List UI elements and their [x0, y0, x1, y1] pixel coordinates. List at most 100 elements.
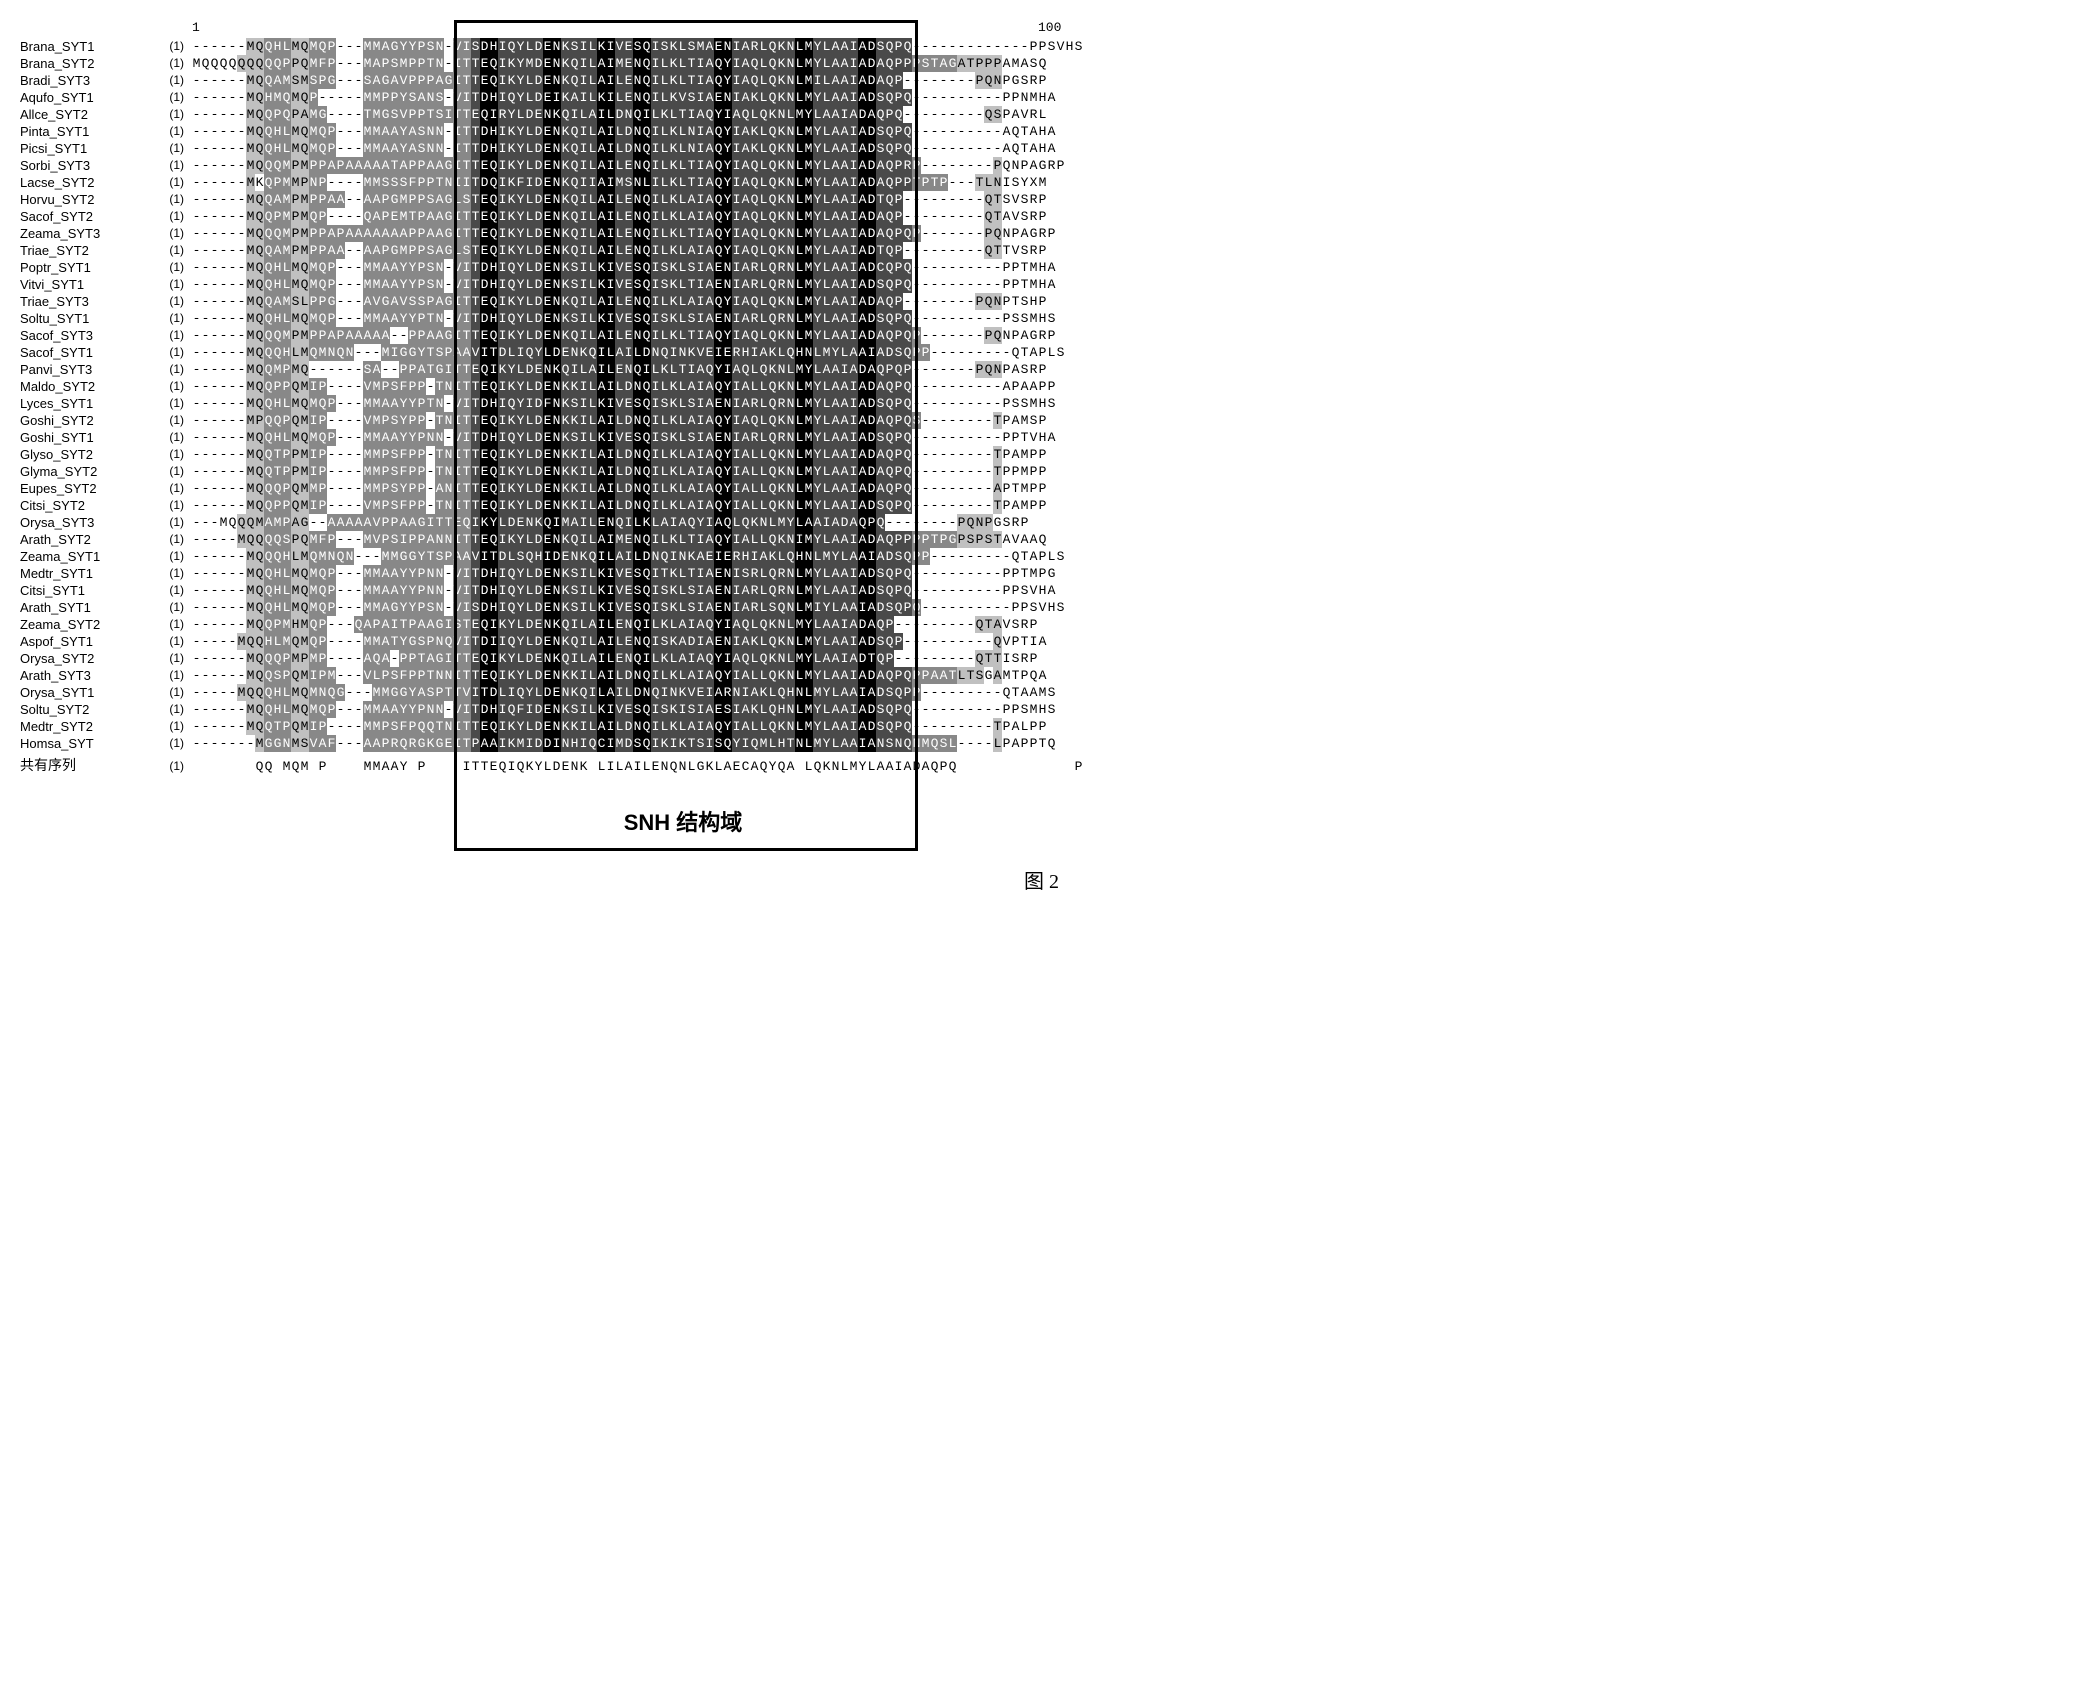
sequence-name: Arath_SYT2	[20, 531, 144, 548]
sequence-position: (1)	[144, 72, 192, 89]
sequence-residues: ------MQQPMPMQP----QAPEMTPAAGITTEQIKYLDE…	[192, 208, 1047, 225]
sequence-name: Citsi_SYT2	[20, 497, 144, 514]
sequence-residues: ------MQQAMPMPPAA--AAPGMPPSAGLSTEQIKYLDE…	[192, 191, 1047, 208]
sequence-name: Homsa_SYT	[20, 735, 144, 752]
sequence-residues: -----MQQQHLMQMNQG---MMGGYASPTTVITDLIQYLD…	[192, 684, 1056, 701]
sequence-residues: ------MQQTPPMIP----MMPSFPP-TNITTEQIKYLDE…	[192, 463, 1047, 480]
sequence-position: (1)	[144, 293, 192, 310]
sequence-residues: ------MQQPMHMQP---QAPAITPAAGISTEQIKYLDEN…	[192, 616, 1038, 633]
sequence-position: (1)	[144, 735, 192, 752]
sequence-row: Lyces_SYT1(1)------MQQHLMQMQP---MMAAYYPT…	[20, 395, 1083, 412]
sequence-row: Eupes_SYT2(1)------MQQQPQMMP----MMPSYPP-…	[20, 480, 1083, 497]
sequence-residues: ------MQQHLMQMQP---MMAAYYPSN-VITDHIQYLDE…	[192, 276, 1056, 293]
consensus-label: 共有序列	[20, 758, 144, 775]
sequence-name: Soltu_SYT2	[20, 701, 144, 718]
sequence-residues: ------MQQAMPMPPAA--AAPGMPPSAGLSTEQIKYLDE…	[192, 242, 1047, 259]
sequence-residues: ------MQQTPPMIP----MMPSFPP-TNITTEQIKYLDE…	[192, 446, 1047, 463]
sequence-position: (1)	[144, 429, 192, 446]
sequence-position: (1)	[144, 616, 192, 633]
sequence-residues: ------MQQHLMQMQP---MMAAYYPNN-VITDHIQYLDE…	[192, 582, 1056, 599]
sequence-position: (1)	[144, 650, 192, 667]
sequence-position: (1)	[144, 242, 192, 259]
sequence-name: Medtr_SYT2	[20, 718, 144, 735]
sequence-residues: ------MQQPPQMIP----VMPSFPP-TNITTEQIKYLDE…	[192, 378, 1056, 395]
sequence-name: Brana_SYT2	[20, 55, 144, 72]
sequence-name: Sorbi_SYT3	[20, 157, 144, 174]
sequence-row: Orysa_SYT3(1)---MQQQMAMPAG--AAAAAVPPAAGI…	[20, 514, 1083, 531]
sequence-position: (1)	[144, 344, 192, 361]
sequence-name: Orysa_SYT3	[20, 514, 144, 531]
sequence-residues: ------MQQPPQMIP----VMPSFPP-TNITTEQIKYLDE…	[192, 497, 1047, 514]
sequence-row: Brana_SYT2(1)MQQQQQQQQQPPQMFP---MAPSMPPT…	[20, 55, 1083, 72]
sequence-residues: ------MQQQPMPMP----AQA-PPTAGITTEQIKYLDEN…	[192, 650, 1038, 667]
sequence-residues: ------MQQHLMQMQP---MMAAYYPTN-VITDHIQYLDE…	[192, 310, 1056, 327]
sequence-name: Arath_SYT3	[20, 667, 144, 684]
sequence-residues: -----MQQHLMQMQP----MMATYGSPNQVITDIIQYLDE…	[192, 633, 1047, 650]
sequence-name: Sacof_SYT3	[20, 327, 144, 344]
sequence-row: Vitvi_SYT1(1)------MQQHLMQMQP---MMAAYYPS…	[20, 276, 1083, 293]
sequence-row: Citsi_SYT1(1)------MQQHLMQMQP---MMAAYYPN…	[20, 582, 1083, 599]
sequence-position: (1)	[144, 89, 192, 106]
sequence-row: Zeama_SYT2(1)------MQQPMHMQP---QAPAITPAA…	[20, 616, 1083, 633]
sequence-row: Sacof_SYT2(1)------MQQPMPMQP----QAPEMTPA…	[20, 208, 1083, 225]
sequence-position: (1)	[144, 378, 192, 395]
sequence-residues: ------MQQHLMQMQP---MMAAYASNN-ITTDHIKYLDE…	[192, 123, 1056, 140]
sequence-position: (1)	[144, 497, 192, 514]
sequence-position: (1)	[144, 718, 192, 735]
snh-domain-label: SNH 结构域	[454, 805, 912, 837]
sequence-residues: ------MQQQHLMQMNQN---MMGGYTSPAAVITDLSQHI…	[192, 548, 1065, 565]
sequence-row: Medtr_SYT1(1)------MQQHLMQMQP---MMAAYYPN…	[20, 565, 1083, 582]
sequence-name: Goshi_SYT2	[20, 412, 144, 429]
sequence-row: Triae_SYT3(1)------MQQAMSLPPG---AVGAVSSP…	[20, 293, 1083, 310]
sequence-position: (1)	[144, 225, 192, 242]
ruler-end: 100	[1038, 20, 1061, 35]
sequence-position: (1)	[144, 123, 192, 140]
sequence-residues: ------MQHMQMQP-----MMPPYSANS-VITDHIQYLDE…	[192, 89, 1056, 106]
sequence-residues: ------MQQTPQMIP----MMPSFPQQTNITTEQIKYLDE…	[192, 718, 1047, 735]
sequence-row: Goshi_SYT1(1)------MQQHLMQMQP---MMAAYYPN…	[20, 429, 1083, 446]
ruler-row: 1 100	[20, 20, 1083, 38]
sequence-name: Lacse_SYT2	[20, 174, 144, 191]
sequence-row: Sacof_SYT3(1)------MQQQMPMPPAPAAAAA--PPA…	[20, 327, 1083, 344]
sequence-residues: ------MQQSPQMIPM---VLPSFPPTNNITTEQIKYLDE…	[192, 667, 1047, 684]
sequence-row: Zeama_SYT1(1)------MQQQHLMQMNQN---MMGGYT…	[20, 548, 1083, 565]
sequence-row: Citsi_SYT2(1)------MQQPPQMIP----VMPSFPP-…	[20, 497, 1083, 514]
sequence-row: Sorbi_SYT3(1)------MQQQMPMPPAPAAAAATAPPA…	[20, 157, 1083, 174]
sequence-position: (1)	[144, 684, 192, 701]
sequence-row: Pinta_SYT1(1)------MQQHLMQMQP---MMAAYASN…	[20, 123, 1083, 140]
sequence-position: (1)	[144, 106, 192, 123]
sequence-name: Citsi_SYT1	[20, 582, 144, 599]
sequence-position: (1)	[144, 140, 192, 157]
sequence-name: Zeama_SYT2	[20, 616, 144, 633]
sequence-residues: ------MQQHLMQMQP---MMAAYASNN-ITTDHIKYLDE…	[192, 140, 1056, 157]
sequence-position: (1)	[144, 259, 192, 276]
sequence-row: Aspof_SYT1(1)-----MQQHLMQMQP----MMATYGSP…	[20, 633, 1083, 650]
sequence-name: Goshi_SYT1	[20, 429, 144, 446]
sequence-residues: ------MQQAMSLPPG---AVGAVSSPAGITTEQIKYLDE…	[192, 293, 1047, 310]
sequence-row: Maldo_SYT2(1)------MQQPPQMIP----VMPSFPP-…	[20, 378, 1083, 395]
sequence-name: Eupes_SYT2	[20, 480, 144, 497]
sequence-row: Arath_SYT1(1)------MQQHLMQMQP---MMAGYYPS…	[20, 599, 1083, 616]
sequence-name: Sacof_SYT1	[20, 344, 144, 361]
consensus-pos: (1)	[144, 758, 192, 775]
sequence-row: Sacof_SYT1(1)------MQQQHLMQMNQN---MIGGYT…	[20, 344, 1083, 361]
alignment-figure: 1 100 Brana_SYT1(1)------MQQHLMQMQP---MM…	[20, 20, 1083, 775]
sequence-residues: ------MQQQMPMPPAPAAAAAAAPPAAGITTEQIKYLDE…	[192, 225, 1056, 242]
sequence-residues: ------MQQMPMQ------SA--PPATGITTEQIKYLDEN…	[192, 361, 1047, 378]
sequence-position: (1)	[144, 480, 192, 497]
sequence-residues: ------MQQQPQMMP----MMPSYPP-ANITTEQIKYLDE…	[192, 480, 1047, 497]
sequence-row: Medtr_SYT2(1)------MQQTPQMIP----MMPSFPQQ…	[20, 718, 1083, 735]
sequence-position: (1)	[144, 667, 192, 684]
sequence-residues: ------MQQAMSMSPG---SAGAVPPPAGITTEQIKYLDE…	[192, 72, 1047, 89]
sequence-residues: ------MQQHLMQMQP---MMAAYYPSN-VITDHIQYLDE…	[192, 259, 1056, 276]
sequence-row: Homsa_SYT(1)-------MGGNMSVAF---AAPRQRGKG…	[20, 735, 1083, 752]
sequence-row: Orysa_SYT1(1)-----MQQQHLMQMNQG---MMGGYAS…	[20, 684, 1083, 701]
sequence-position: (1)	[144, 327, 192, 344]
sequence-name: Brana_SYT1	[20, 38, 144, 55]
sequence-position: (1)	[144, 412, 192, 429]
consensus-row: 共有序列 (1) QQ MQM P MMAAY P ITTEQIQKYLDENK…	[20, 758, 1083, 775]
sequence-row: Glyma_SYT2(1)------MQQTPPMIP----MMPSFPP-…	[20, 463, 1083, 480]
sequence-residues: ------MPQQPQMIP----VMPSYPP-TNITTEQIKYLDE…	[192, 412, 1047, 429]
sequence-name: Poptr_SYT1	[20, 259, 144, 276]
sequence-row: Triae_SYT2(1)------MQQAMPMPPAA--AAPGMPPS…	[20, 242, 1083, 259]
